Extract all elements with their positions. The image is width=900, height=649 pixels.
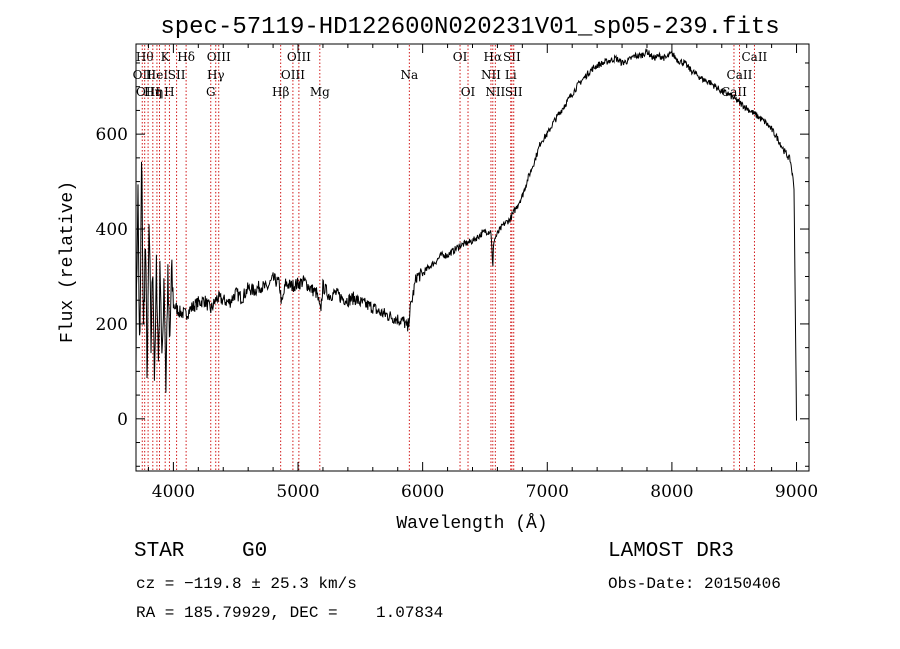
marker-label-12: OIII	[207, 50, 231, 64]
marker-label-10: G	[206, 85, 216, 99]
marker-label-19: OI	[461, 85, 476, 99]
y-axis-label: Flux (relative)	[58, 181, 78, 343]
class-label: STAR	[134, 540, 185, 563]
marker-label-21: Hα	[484, 50, 503, 64]
survey-label: LAMOST DR3	[608, 540, 735, 563]
y-tick-label-3: 600	[96, 125, 128, 145]
marker-label-28: CaII	[741, 50, 767, 64]
marker-label-6: K	[161, 50, 171, 64]
marker-label-18: OI	[453, 50, 468, 64]
marker-label-27: CaII	[727, 68, 753, 82]
flux-line	[135, 48, 797, 421]
marker-label-1: Hθ	[136, 50, 154, 64]
marker-label-24: SII	[503, 50, 521, 64]
marker-label-13: Hβ	[272, 85, 289, 99]
y-tick-label-1: 200	[96, 315, 128, 335]
plot-frame	[135, 43, 810, 472]
marker-label-16: Mg	[310, 85, 330, 99]
marker-label-7: H	[164, 85, 174, 99]
marker-label-23: Li	[505, 68, 517, 82]
x-tick-label-1: 5000	[276, 482, 319, 502]
marker-label-8: SII	[168, 68, 186, 82]
marker-label-22: NII	[485, 85, 505, 99]
marker-label-20: NII	[481, 68, 501, 82]
flux-series	[135, 48, 797, 421]
x-axis-label: Wavelength (Å)	[396, 513, 547, 534]
marker-label-15: OIII	[287, 50, 311, 64]
x-tick-label-5: 9000	[775, 482, 818, 502]
marker-label-5: η	[156, 85, 163, 99]
x-tick-label-0: 4000	[152, 482, 195, 502]
marker-label-0: OII	[133, 68, 153, 82]
x-tick-label-2: 6000	[401, 482, 444, 502]
redshift-readout: cz = −119.8 ± 25.3 km/s	[136, 575, 357, 593]
marker-label-25: SII	[505, 85, 523, 99]
marker-label-4: HeI	[146, 68, 169, 82]
y-tick-label-2: 400	[96, 220, 128, 240]
x-tick-label-3: 7000	[526, 482, 569, 502]
axis-ticks: 4000 5000 6000 7000 8000 9000 0 200 400 600	[96, 44, 818, 502]
marker-label-14: OIII	[281, 68, 305, 82]
coordinates-readout: RA = 185.79929, DEC = 1.07834	[136, 604, 444, 622]
x-tick-label-4: 8000	[650, 482, 693, 502]
marker-label-2: OIII	[136, 85, 160, 99]
y-tick-label-0: 0	[117, 410, 128, 430]
line-markers: OIIHθOIIIHηHeIηKHSIIHδGHγOIIIHβOIIIOIIIM…	[133, 45, 768, 470]
obs-date: Obs-Date: 20150406	[608, 575, 781, 593]
marker-label-9: Hδ	[177, 50, 195, 64]
chart-title: spec-57119-HD122600N020231V01_sp05-239.f…	[160, 14, 779, 41]
marker-label-11: Hγ	[207, 68, 225, 82]
marker-label-17: Na	[400, 68, 418, 82]
subclass-label: G0	[242, 540, 268, 563]
